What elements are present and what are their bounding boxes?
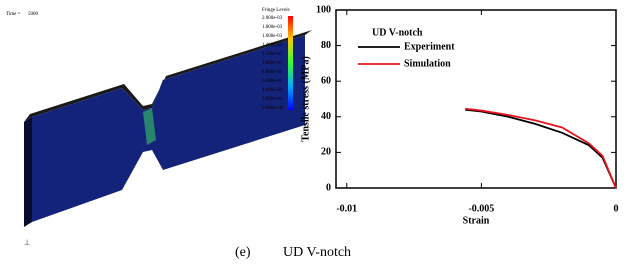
caption-text: UD V-notch (283, 245, 351, 260)
time-label: Time = (6, 12, 21, 17)
fringe-level: 2.000e-03 (262, 16, 283, 21)
fringe-level: 8.000e-04 (262, 70, 283, 75)
figure: Time = 5000 Fringe Levels 2.000e-03 1.800… (0, 0, 642, 269)
fringe-title: Fringe Levels (262, 8, 290, 13)
fringe-level: 4.000e-04 (262, 88, 283, 93)
x-tick-label: -0.01 (336, 203, 357, 214)
legend-label: Experiment (404, 41, 455, 52)
y-tick-label: 80 (321, 40, 331, 51)
fem-image: Time = 5000 Fringe Levels 2.000e-03 1.800… (6, 8, 312, 246)
caption-label: (e) (235, 245, 251, 260)
x-tick-label: -0.005 (468, 203, 494, 214)
series-line (465, 109, 616, 188)
fringe-level: 2.000e-04 (262, 97, 283, 102)
legend-title: UD V-notch (372, 27, 423, 38)
fringe-level: 1.600e-03 (262, 34, 283, 39)
y-tick-label: 60 (321, 75, 331, 86)
axis-triad: ⊥ (24, 239, 30, 247)
time-value: 5000 (28, 12, 39, 17)
fringe-level: 1.400e-03 (262, 43, 283, 48)
fringe-level: 1.800e-03 (262, 25, 283, 30)
legend-label: Simulation (404, 58, 451, 69)
fringe-level: 0.000e+00 (262, 106, 284, 111)
y-tick-label: 0 (326, 182, 331, 193)
specimen-side (24, 117, 32, 227)
x-axis-label: Strain (463, 215, 490, 226)
y-tick-label: 100 (316, 4, 331, 15)
y-axis-label: Tensile stress (MPa) (300, 56, 311, 142)
x-tick-label: 0 (614, 203, 619, 214)
fringe-level: 1.000e-03 (262, 61, 283, 66)
fringe-level: 1.200e-03 (262, 52, 283, 57)
y-tick-label: 40 (321, 111, 331, 122)
chart: 0 20 40 60 80 100 -0.01 -0.005 0 Strain Tensile st… (300, 4, 618, 226)
y-tick-label: 20 (321, 147, 331, 158)
color-bar (288, 16, 293, 110)
fringe-level: 6.000e-04 (262, 79, 283, 84)
fringe-levels: 2.000e-03 1.800e-03 1.600e-03 1.400e-03 1.20… (262, 16, 284, 111)
